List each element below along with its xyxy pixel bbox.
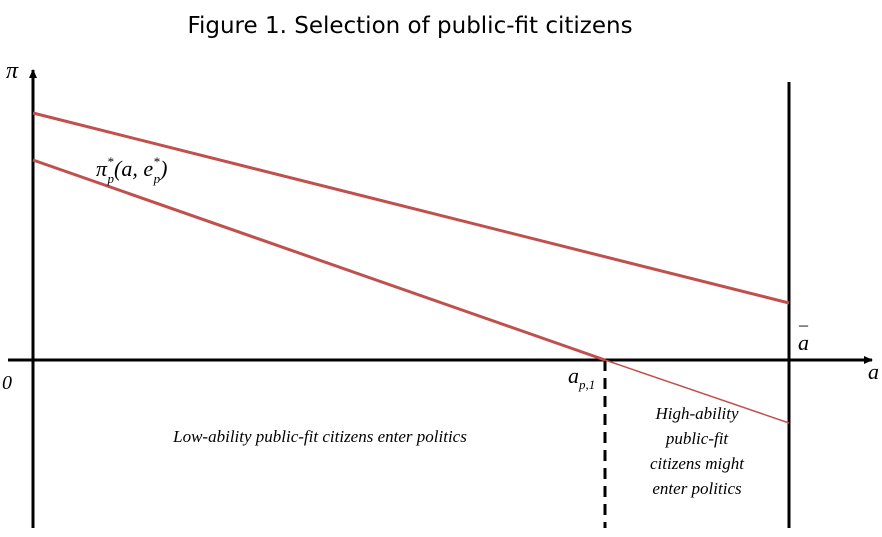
upper-bound-bar: _: [798, 308, 809, 328]
lower-curve-extension: [604, 359, 790, 424]
curve-sup: *: [107, 154, 114, 169]
threshold-sub: p,1: [578, 377, 595, 392]
curve-label: π* p(a, e* p): [96, 154, 167, 186]
x-axis-label: a: [868, 359, 879, 384]
y-axis-label: π: [6, 58, 19, 84]
low-ability-note: Low-ability public-fit citizens enter po…: [172, 427, 467, 446]
high-ability-note-line: enter politics: [652, 479, 742, 498]
high-ability-note: High-ability public-fit citizens might ente…: [650, 404, 745, 498]
upper-bound-symbol: a: [798, 330, 809, 355]
curve-symbol: π: [96, 156, 108, 181]
high-ability-note-line: citizens might: [650, 454, 745, 473]
upper-curve: [32, 111, 790, 305]
curve-arg-sup: *: [153, 154, 160, 169]
curve-arg-sub: p: [153, 171, 161, 186]
threshold-symbol: a: [568, 363, 579, 388]
curve-args: (a, e: [114, 156, 153, 181]
curve-close: ): [158, 156, 167, 181]
lower-curve: [32, 158, 606, 362]
threshold-label: ap,1: [568, 363, 595, 392]
origin-label: 0: [2, 372, 12, 394]
high-ability-note-line: High-ability: [654, 404, 739, 423]
curve-sub: p: [107, 171, 115, 186]
title: Figure 1. Selection of public-fit citize…: [187, 13, 632, 39]
high-ability-note-line: public-fit: [665, 429, 730, 448]
